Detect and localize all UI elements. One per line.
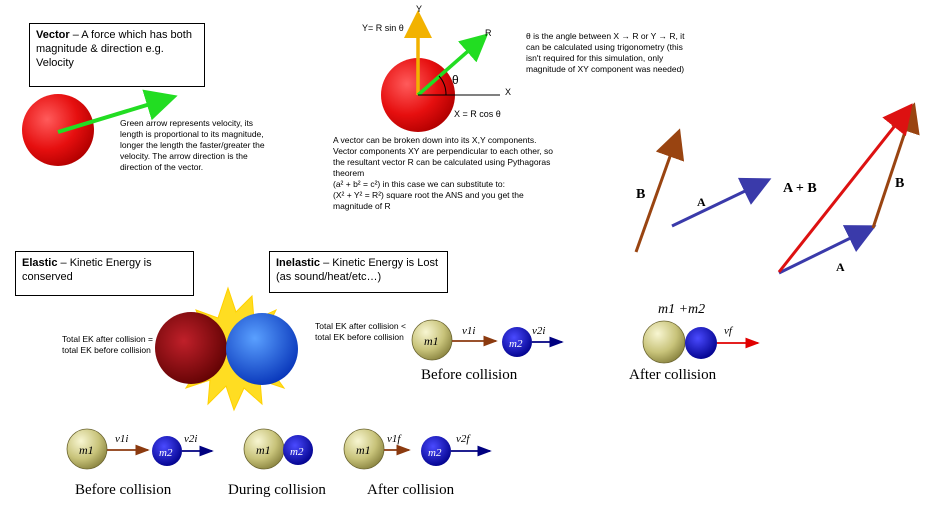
inelastic-after-caption: After collision [629, 367, 717, 383]
inelastic-m1-label: m1 [424, 334, 439, 348]
inelastic-before-caption: Before collision [421, 367, 518, 383]
inelastic-v2i-label: v2i [532, 325, 545, 337]
elastic-after-m1-label: m1 [356, 443, 371, 457]
collision-ball-red [155, 312, 227, 384]
x-equation: X = R cos θ [454, 109, 501, 119]
after-m2-ball [685, 327, 717, 359]
elastic-before-v2i-label: v2i [184, 433, 197, 445]
r-label: R [485, 28, 492, 38]
resultant-r-arrow [416, 33, 489, 97]
elastic-after-caption: After collision [367, 482, 455, 498]
y-equation: Y= R sin θ [362, 23, 404, 33]
resultant-a-plus-b [777, 103, 913, 273]
vf-label: vf [724, 325, 734, 337]
elastic-during-m2-label: m2 [290, 446, 304, 458]
vector-b-left-label: B [636, 187, 645, 202]
vector-definition-box: Vector – A force which has both magnitud… [29, 23, 205, 87]
breakdown-line-1: A vector can be broken down into its X,Y… [333, 135, 554, 178]
elastic-before-m2-ball [152, 436, 182, 466]
vector-term: Vector [36, 29, 70, 41]
elastic-before-v1i-label: v1i [115, 433, 128, 445]
collision-ball-blue [226, 313, 298, 385]
vector-a-bottom-label: A [836, 260, 845, 274]
theta-note: θ is the angle between X → R or Y → R, i… [526, 31, 685, 74]
elastic-after-m2-label: m2 [428, 447, 442, 459]
velocity-note: Green arrow represents velocity, its len… [120, 118, 265, 172]
breakdown-line-2: (a² + b² = c²) in this case we can subst… [333, 179, 505, 189]
elastic-definition: – Kinetic Energy is conserved [22, 257, 152, 283]
elastic-during-m2-ball [283, 435, 313, 465]
elastic-after-v2f-label: v2f [456, 433, 471, 445]
inelastic-m2-label: m2 [509, 338, 523, 350]
vector-breakdown-text: A vector can be broken down into its X,Y… [333, 135, 558, 212]
a-plus-b-label: A + B [783, 181, 817, 196]
elastic-during-caption: During collision [228, 482, 326, 498]
elastic-before-m1-label: m1 [79, 443, 94, 457]
theta-arc [438, 75, 447, 96]
elastic-before-caption: Before collision [75, 482, 172, 498]
elastic-after-v1f-label: v1f [387, 433, 402, 445]
elastic-after-m2-ball [421, 436, 451, 466]
elastic-term: Elastic [22, 257, 58, 269]
inelastic-m1-ball [411, 319, 453, 361]
inelastic-term: Inelastic [276, 257, 321, 269]
breakdown-line-3: (X² + Y² = R²) square root the ANS and y… [333, 190, 524, 211]
elastic-before-m2-label: m2 [159, 447, 173, 459]
vector-b-left [634, 128, 685, 253]
y-axis-label: Y [416, 4, 422, 14]
vector-definition: – A force which has both magnitude & dir… [36, 29, 192, 69]
vector-a-bottom [778, 225, 877, 275]
inelastic-m2-ball [502, 327, 532, 357]
elastic-after-m1-ball [343, 428, 385, 470]
elastic-energy-note: Total EK after collision = total EK befo… [62, 334, 153, 355]
inelastic-energy-note: Total EK after collision < total EK befo… [315, 321, 406, 342]
velocity-arrow [57, 89, 178, 134]
elastic-definition-box: Elastic – Kinetic Energy is conserved [15, 251, 194, 296]
vector-a-middle [671, 177, 772, 228]
elastic-before-m1-ball [66, 428, 108, 470]
after-m1-ball [642, 320, 686, 364]
inelastic-definition: – Kinetic Energy is Lost (as sound/heat/… [276, 257, 439, 283]
x-axis-label: X [505, 87, 511, 97]
inelastic-definition-box: Inelastic – Kinetic Energy is Lost (as s… [269, 251, 448, 293]
vector-b-right-label: B [895, 176, 904, 191]
theta-label: θ [452, 73, 459, 87]
vector-a-mid-label: A [697, 195, 706, 209]
inelastic-v1i-label: v1i [462, 325, 475, 337]
combined-mass-label: m1 +m2 [658, 302, 705, 317]
elastic-during-m1-label: m1 [256, 443, 271, 457]
